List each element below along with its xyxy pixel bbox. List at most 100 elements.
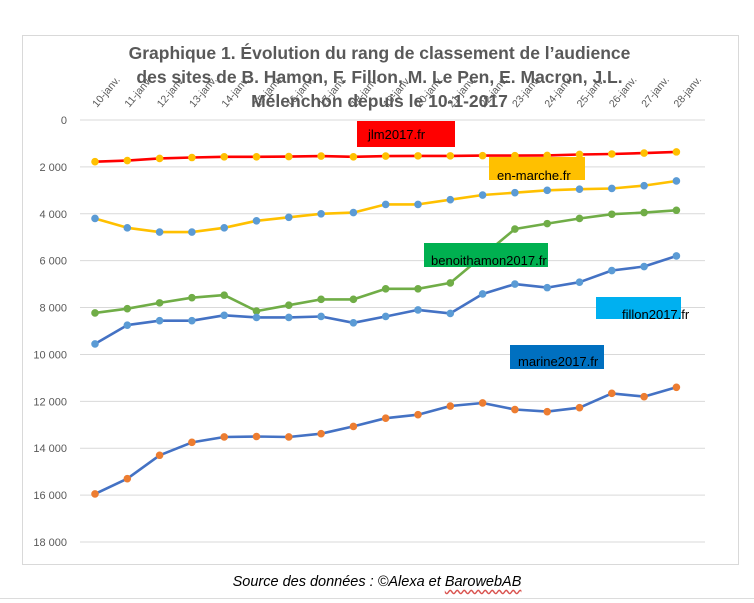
data-point	[672, 177, 681, 185]
data-point	[575, 150, 584, 159]
data-point	[155, 154, 164, 163]
data-point	[123, 304, 132, 313]
data-point	[672, 383, 681, 392]
data-point	[575, 403, 584, 412]
callout-box	[424, 243, 548, 267]
data-point	[188, 228, 196, 236]
data-point	[91, 157, 99, 166]
data-point	[317, 312, 325, 321]
data-point	[640, 392, 648, 401]
data-point	[543, 407, 552, 416]
y-tick-label: 8 000	[39, 303, 67, 315]
callout-box	[510, 345, 604, 369]
data-point	[155, 299, 164, 307]
y-tick-label: 16 000	[33, 490, 67, 502]
data-point	[91, 309, 99, 317]
y-tick-label: 12 000	[33, 396, 67, 408]
data-point	[252, 217, 261, 225]
source-prefix: Source des données : ©Alexa et	[232, 574, 445, 590]
data-point	[608, 266, 616, 275]
series-group	[91, 252, 681, 348]
data-point	[543, 283, 552, 292]
data-point	[188, 316, 196, 325]
data-point	[91, 340, 99, 348]
callout-box	[357, 121, 455, 147]
data-point	[349, 318, 358, 327]
data-point	[220, 433, 228, 441]
data-point	[575, 185, 584, 193]
data-point	[252, 432, 261, 441]
data-point	[123, 321, 132, 329]
data-point	[640, 181, 648, 190]
y-axis-ticks: 0 2 000 4 000 6 000 8 000 10 000 12 000 14 000 1…	[33, 115, 67, 549]
data-point	[672, 206, 681, 215]
data-point	[155, 228, 164, 236]
data-point	[188, 153, 196, 162]
data-point	[414, 152, 422, 160]
data-point	[285, 313, 293, 322]
data-point	[608, 389, 616, 398]
series-group	[91, 206, 681, 317]
series-line	[94, 386, 677, 496]
data-point	[188, 293, 196, 302]
data-point	[446, 309, 455, 318]
data-point	[446, 279, 455, 287]
data-point	[349, 208, 358, 217]
data-point	[220, 153, 228, 161]
series-label: en-marche.fr	[497, 168, 571, 183]
data-point	[220, 291, 228, 299]
data-point	[608, 184, 616, 193]
data-point	[640, 149, 648, 157]
data-point	[414, 410, 422, 419]
data-point	[91, 490, 99, 498]
callout-box	[596, 297, 681, 319]
data-point	[252, 313, 261, 322]
data-point	[188, 438, 196, 447]
data-point	[285, 433, 293, 441]
data-point	[672, 148, 681, 156]
y-tick-label: 14 000	[33, 443, 67, 455]
data-point	[285, 152, 293, 161]
callout-box	[489, 157, 585, 180]
chart-title-line-1: Graphique 1. Évolution du rang de classe…	[128, 43, 631, 63]
series-label: fillon2017.fr	[622, 307, 690, 322]
series-lines	[91, 148, 681, 498]
bottom-divider	[0, 598, 754, 599]
data-point	[349, 153, 358, 161]
data-point	[511, 188, 519, 197]
series-label: benoithamon2017.fr	[431, 253, 547, 268]
data-point	[414, 306, 422, 314]
data-point	[511, 225, 519, 233]
data-point	[446, 402, 455, 410]
data-point	[317, 429, 325, 438]
data-point	[317, 209, 325, 218]
y-tick-label: 0	[61, 115, 67, 127]
data-point	[543, 186, 552, 195]
y-tick-label: 6 000	[39, 256, 67, 268]
data-point	[478, 191, 487, 199]
data-point	[155, 316, 164, 325]
data-point	[252, 307, 261, 315]
data-point	[414, 285, 422, 293]
source-author: BarowebAB	[444, 574, 522, 590]
data-point	[640, 262, 648, 271]
data-point	[220, 224, 228, 232]
data-point	[446, 152, 455, 160]
y-tick-label: 4 000	[39, 209, 67, 221]
data-point	[155, 451, 164, 460]
data-point	[252, 153, 261, 161]
source-caption: Source des données : ©Alexa et BarowebAB	[0, 574, 754, 590]
data-point	[543, 219, 552, 228]
y-tick-label: 10 000	[33, 349, 67, 361]
data-point	[608, 210, 616, 219]
data-point	[511, 280, 519, 288]
series-label: marine2017.fr	[518, 354, 599, 369]
data-point	[285, 301, 293, 310]
data-point	[220, 311, 228, 320]
data-point	[478, 399, 487, 407]
data-point	[317, 152, 325, 160]
data-point	[478, 151, 487, 160]
data-point	[381, 285, 390, 293]
